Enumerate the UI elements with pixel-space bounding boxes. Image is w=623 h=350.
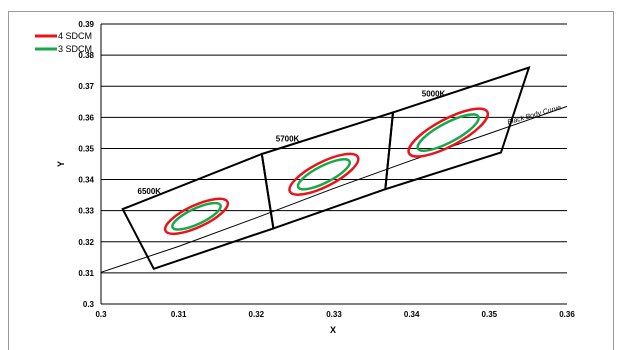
y-tick-label-0-38: 0.38 [78, 51, 94, 60]
ellipse-4-sdcm-0 [163, 197, 230, 236]
quadrangle-6500k [121, 152, 275, 271]
ellipse-3-sdcm-1 [171, 201, 222, 231]
legend-label-3-sdcm: 3 SDCM [58, 44, 92, 54]
y-axis-label: Y [56, 161, 66, 167]
chart-frame [8, 11, 614, 350]
y-tick-label-0-3: 0.3 [83, 300, 95, 309]
y-tick-label-0-37: 0.37 [78, 82, 94, 91]
x-tick-label-0-31: 0.31 [171, 310, 187, 319]
quadrangle-label-5700k: 5700K [276, 135, 300, 144]
x-tick-label-0-34: 0.34 [404, 310, 420, 319]
y-tick-label-0-33: 0.33 [78, 207, 94, 216]
quadrangle-5000k [384, 66, 531, 191]
x-tick-label-0-36: 0.36 [559, 310, 575, 319]
black-body-curve-layer: Black Body Curve [100, 104, 568, 273]
ellipse-layer [163, 107, 490, 236]
x-tick-label-0-35: 0.35 [482, 310, 498, 319]
x-axis-label: X [330, 325, 336, 335]
black-body-curve [100, 105, 568, 273]
quadrangle-label-6500k: 6500K [138, 187, 162, 196]
y-tick-label-0-31: 0.31 [78, 269, 94, 278]
y-tick-label-0-39: 0.39 [78, 20, 94, 29]
legend: 4 SDCM 3 SDCM [35, 31, 92, 54]
y-tick-label-0-36: 0.36 [78, 113, 94, 122]
y-tick-label-0-35: 0.35 [78, 144, 94, 153]
ellipse-4-sdcm-4 [407, 107, 490, 158]
ellipse-3-sdcm-3 [296, 158, 352, 191]
quadrangle-label-5000k: 5000K [422, 89, 446, 98]
quadrangle-layer: 6500K 5700K 5000K [121, 66, 531, 271]
y-tick-label-0-34: 0.34 [78, 176, 94, 185]
x-tick-label-0-33: 0.33 [326, 310, 342, 319]
y-tick-labels: 0.3 0.31 0.32 0.33 0.34 0.35 0.36 0.37 0.38 0.39 [78, 20, 94, 309]
x-tick-label-0-32: 0.32 [249, 310, 265, 319]
x-tick-label-0-3: 0.3 [95, 310, 107, 319]
ellipse-3-sdcm-5 [416, 113, 480, 153]
ellipse-4-sdcm-2 [288, 152, 360, 196]
legend-label-4-sdcm: 4 SDCM [58, 31, 92, 41]
y-tick-label-0-32: 0.32 [78, 238, 94, 247]
x-tick-labels: 0.3 0.31 0.32 0.33 0.34 0.35 0.36 [95, 310, 575, 319]
